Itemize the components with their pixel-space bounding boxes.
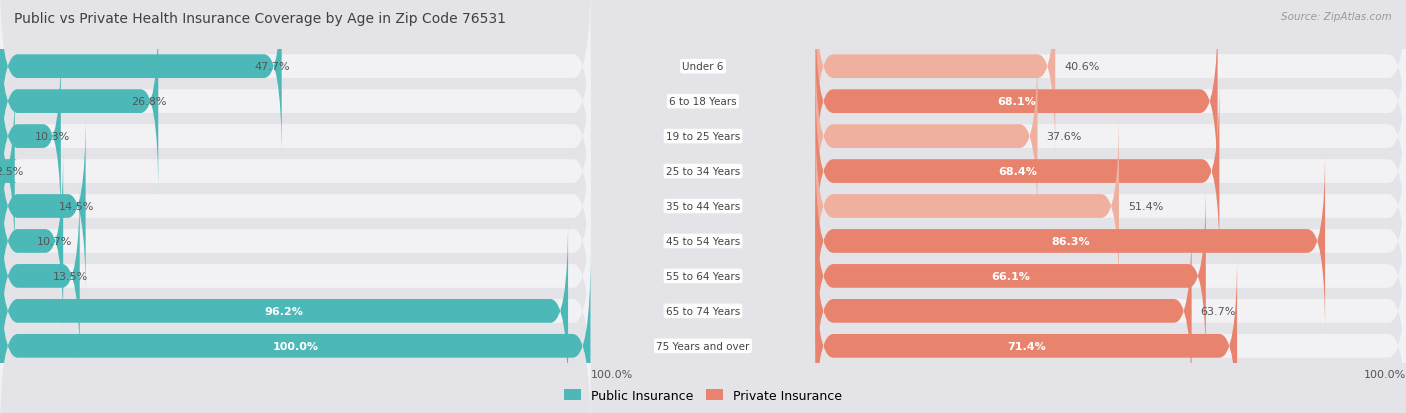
Text: 86.3%: 86.3% [1050,236,1090,247]
FancyBboxPatch shape [815,79,1406,264]
FancyBboxPatch shape [815,0,1056,160]
Text: 71.4%: 71.4% [1007,341,1046,351]
Text: 55 to 64 Years: 55 to 64 Years [666,271,740,281]
Text: Under 6: Under 6 [682,62,724,72]
FancyBboxPatch shape [0,183,80,369]
FancyBboxPatch shape [0,44,591,230]
FancyBboxPatch shape [0,79,18,264]
Text: 14.5%: 14.5% [59,202,94,211]
Text: 63.7%: 63.7% [1201,306,1236,316]
Text: 45 to 54 Years: 45 to 54 Years [666,236,740,247]
FancyBboxPatch shape [815,0,1406,160]
FancyBboxPatch shape [0,149,63,334]
Text: 25 to 34 Years: 25 to 34 Years [666,166,740,177]
Text: 100.0%: 100.0% [591,369,633,379]
Text: 47.7%: 47.7% [254,62,291,72]
FancyBboxPatch shape [815,44,1038,230]
Text: 35 to 44 Years: 35 to 44 Years [666,202,740,211]
FancyBboxPatch shape [0,218,568,404]
FancyBboxPatch shape [815,183,1406,369]
FancyBboxPatch shape [0,218,591,404]
Text: 19 to 25 Years: 19 to 25 Years [666,132,740,142]
FancyBboxPatch shape [0,114,86,299]
FancyBboxPatch shape [815,183,1206,369]
Text: 75 Years and over: 75 Years and over [657,341,749,351]
FancyBboxPatch shape [815,114,1119,299]
FancyBboxPatch shape [0,253,591,413]
FancyBboxPatch shape [0,9,591,195]
Text: 26.8%: 26.8% [132,97,167,107]
Text: 6 to 18 Years: 6 to 18 Years [669,97,737,107]
FancyBboxPatch shape [815,218,1406,404]
Text: 37.6%: 37.6% [1046,132,1081,142]
FancyBboxPatch shape [815,9,1406,195]
FancyBboxPatch shape [0,0,281,160]
FancyBboxPatch shape [0,253,591,413]
FancyBboxPatch shape [0,44,60,230]
FancyBboxPatch shape [815,149,1324,334]
FancyBboxPatch shape [0,0,591,160]
Text: 13.5%: 13.5% [53,271,89,281]
FancyBboxPatch shape [815,9,1218,195]
Text: 96.2%: 96.2% [264,306,304,316]
FancyBboxPatch shape [815,218,1192,404]
Text: 51.4%: 51.4% [1128,202,1163,211]
Text: 10.7%: 10.7% [37,236,72,247]
Text: 100.0%: 100.0% [1364,369,1406,379]
FancyBboxPatch shape [815,253,1237,413]
Text: 68.4%: 68.4% [998,166,1036,177]
FancyBboxPatch shape [815,44,1406,230]
FancyBboxPatch shape [815,253,1406,413]
Text: 68.1%: 68.1% [997,97,1036,107]
FancyBboxPatch shape [0,149,591,334]
Text: Public vs Private Health Insurance Coverage by Age in Zip Code 76531: Public vs Private Health Insurance Cover… [14,12,506,26]
FancyBboxPatch shape [815,149,1406,334]
Text: 66.1%: 66.1% [991,271,1031,281]
FancyBboxPatch shape [0,9,159,195]
Text: Source: ZipAtlas.com: Source: ZipAtlas.com [1281,12,1392,22]
FancyBboxPatch shape [815,79,1219,264]
FancyBboxPatch shape [0,183,591,369]
FancyBboxPatch shape [815,114,1406,299]
FancyBboxPatch shape [0,114,591,299]
Text: 10.3%: 10.3% [34,132,70,142]
Legend: Public Insurance, Private Insurance: Public Insurance, Private Insurance [558,384,848,407]
Text: 40.6%: 40.6% [1064,62,1099,72]
FancyBboxPatch shape [0,79,591,264]
Text: 100.0%: 100.0% [273,341,318,351]
Text: 2.5%: 2.5% [0,166,24,177]
Text: 65 to 74 Years: 65 to 74 Years [666,306,740,316]
